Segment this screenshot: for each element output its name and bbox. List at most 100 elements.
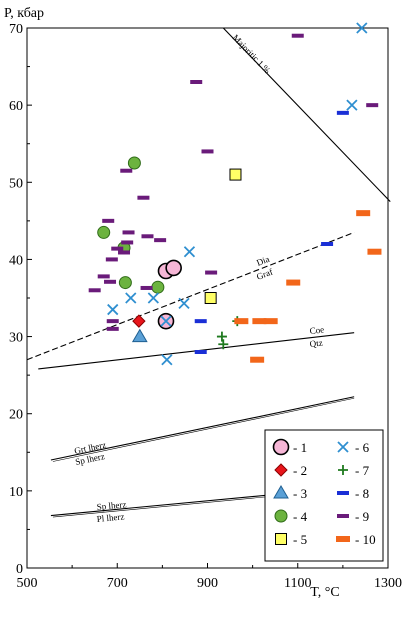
point-series-10	[250, 356, 265, 363]
data-points	[88, 22, 382, 366]
legend-label: - 3	[293, 486, 307, 501]
y-tick-label: 70	[9, 22, 23, 37]
point-series-10	[263, 318, 278, 325]
point-series-4	[97, 225, 111, 239]
point-series-8	[321, 242, 334, 246]
legend-marker	[272, 438, 290, 456]
point-series-1	[165, 259, 182, 277]
legend-label: - 6	[355, 440, 370, 455]
legend-marker	[337, 441, 349, 453]
point-series-9	[104, 279, 117, 284]
x-tick-label: 500	[17, 576, 38, 591]
y-axis-label: P, кбар	[4, 6, 44, 21]
point-series-7	[218, 339, 229, 350]
curve-grt-sp	[50, 396, 355, 461]
legend-marker	[337, 491, 349, 495]
point-series-9	[122, 230, 135, 235]
point-series-6	[178, 297, 190, 310]
point-series-9	[291, 33, 304, 38]
point-series-8	[336, 110, 349, 115]
point-series-9	[111, 246, 124, 251]
point-series-9	[137, 195, 150, 200]
point-series-10	[234, 318, 249, 325]
point-series-9	[366, 103, 379, 108]
point-series-2	[132, 314, 146, 328]
point-series-9	[88, 288, 101, 293]
label-coe: Coe	[309, 324, 325, 336]
point-series-6	[160, 315, 172, 327]
legend-marker	[338, 465, 348, 475]
point-series-10	[286, 279, 301, 286]
point-series-6	[147, 292, 159, 304]
point-series-4	[127, 156, 141, 170]
point-series-9	[201, 149, 214, 154]
point-series-5	[204, 292, 217, 304]
label-qtz: Qtz	[309, 338, 323, 349]
legend-label: - 2	[293, 463, 307, 478]
point-series-9	[141, 234, 154, 239]
point-series-9	[140, 285, 153, 290]
point-series-9	[154, 238, 167, 243]
point-series-6	[183, 246, 196, 258]
legend-marker	[336, 536, 350, 542]
y-tick-label: 10	[9, 485, 23, 500]
x-tick-label: 1300	[374, 576, 402, 591]
point-series-5	[229, 168, 242, 181]
legend-label: - 8	[355, 486, 369, 501]
y-tick-label: 0	[16, 562, 23, 577]
legend: - 1 - 6 - 2 - 7 - 3 - 8 - 4 - 9 - 5 - 10	[264, 429, 384, 562]
legend-marker	[275, 533, 287, 545]
point-series-4	[118, 276, 132, 290]
point-series-8	[194, 319, 207, 324]
y-tick-label: 20	[9, 408, 23, 423]
point-series-9	[120, 168, 133, 173]
point-series-4	[151, 280, 165, 294]
label-graf: Graf	[255, 267, 274, 282]
label-pl-lherz: Pl lherz	[96, 511, 125, 524]
x-axis-label: T, °C	[310, 585, 339, 600]
point-series-9	[97, 274, 110, 279]
legend-label: - 9	[355, 509, 369, 524]
legend-marker	[273, 485, 289, 499]
point-series-8	[194, 350, 207, 354]
point-series-6	[346, 99, 358, 111]
axes: 500 700 900 1100 1300 0 10 20 30 40 50 60 70	[9, 22, 402, 591]
y-tick-label: 40	[9, 253, 23, 268]
point-series-6	[161, 354, 173, 366]
label-sp-lherz-2: Sp lherz	[96, 499, 127, 512]
x-tick-label: 700	[107, 576, 128, 591]
curve-majoritic	[222, 27, 391, 202]
y-tick-label: 30	[9, 331, 23, 346]
point-series-7	[216, 331, 227, 342]
point-series-9	[205, 270, 218, 275]
x-tick-label: 1100	[284, 576, 311, 591]
legend-marker	[337, 514, 349, 518]
point-series-9	[105, 257, 118, 262]
legend-label: - 5	[293, 532, 307, 547]
curve-grt-sp-shadow	[52, 397, 355, 462]
legend-marker	[274, 463, 288, 477]
point-series-3	[131, 328, 148, 343]
point-series-9	[106, 326, 119, 331]
point-series-9	[190, 80, 203, 84]
x-tick-label: 900	[197, 576, 218, 591]
point-series-6	[125, 292, 137, 304]
point-series-10	[356, 210, 371, 217]
point-series-10	[367, 248, 382, 255]
point-series-9	[102, 218, 115, 223]
legend-marker	[274, 509, 288, 523]
point-series-10	[252, 318, 267, 325]
point-series-9	[106, 319, 119, 324]
point-series-9	[118, 250, 131, 255]
legend-label: - 4	[293, 509, 308, 524]
point-series-6	[107, 303, 119, 316]
legend-label: - 1	[293, 440, 307, 455]
point-series-9	[121, 240, 134, 245]
label-dia: Dia	[255, 254, 271, 268]
y-tick-label: 50	[9, 176, 23, 191]
y-tick-label: 60	[9, 99, 23, 114]
point-series-6	[356, 22, 368, 34]
curve-dia-graf	[26, 231, 355, 361]
legend-label: - 7	[355, 463, 370, 478]
